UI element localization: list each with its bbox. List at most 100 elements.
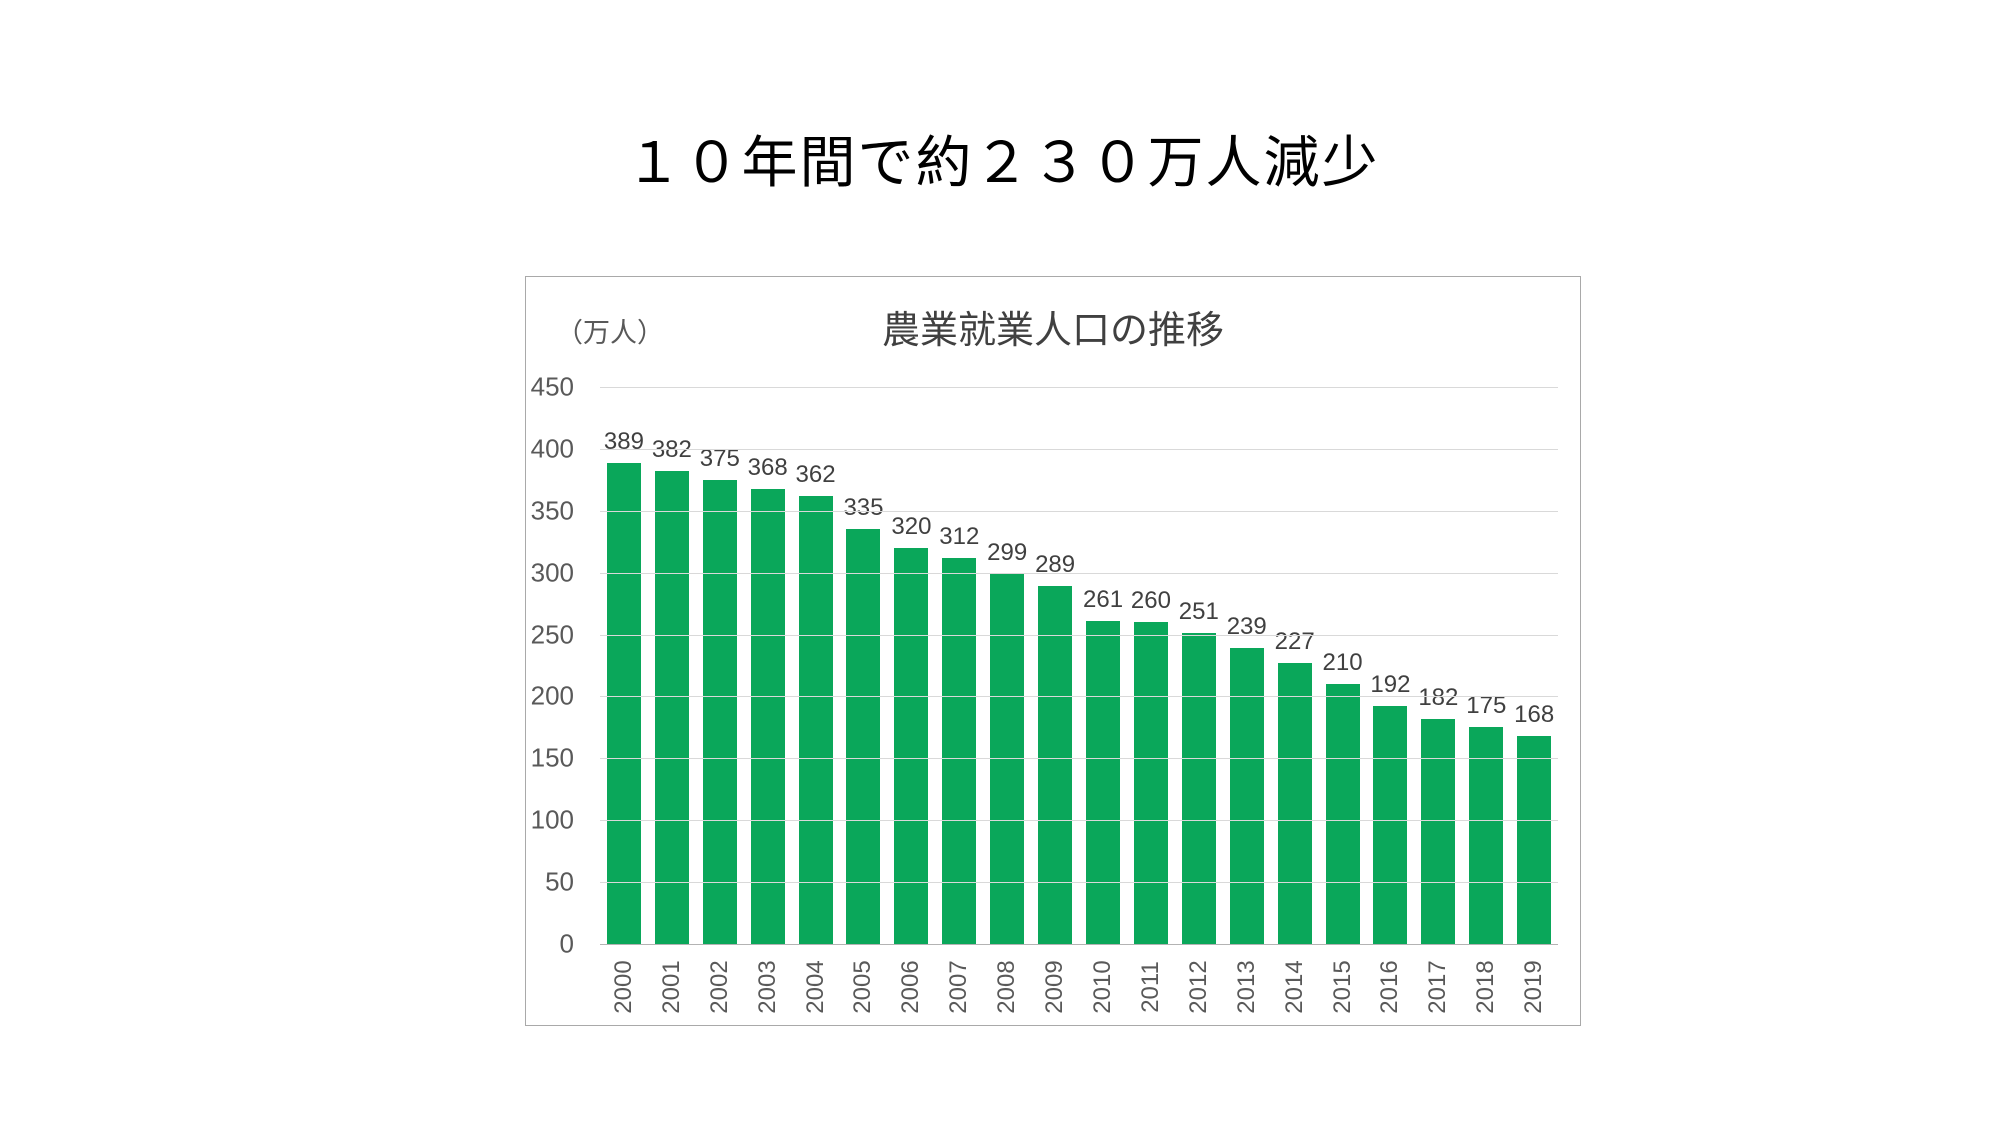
bar-value-label-2009: 289	[1035, 551, 1076, 579]
bar-value-label-2010: 261	[1082, 585, 1124, 613]
y-tick-label-450: 450	[530, 371, 574, 402]
x-tick-2002: 2002	[696, 951, 744, 1027]
x-tick-label-2000: 2000	[609, 960, 637, 1014]
x-tick-label-2019: 2019	[1520, 960, 1548, 1014]
x-tick-label-2014: 2014	[1280, 960, 1308, 1014]
x-tick-label-2006: 2006	[897, 960, 925, 1014]
y-tick-label-300: 300	[530, 557, 574, 588]
y-tick-label-350: 350	[530, 495, 574, 526]
bar-value-label-2001: 382	[651, 436, 692, 464]
bar-2006	[894, 547, 929, 944]
bar-2012	[1181, 633, 1216, 944]
x-tick-2015: 2015	[1319, 951, 1367, 1027]
bar-value-label-2006: 320	[891, 512, 932, 540]
bar-slot-2009: 289	[1031, 387, 1079, 944]
x-tick-label-2010: 2010	[1089, 960, 1117, 1014]
slide-headline: １０年間で約２３０万人減少	[625, 131, 1380, 194]
x-tick-2004: 2004	[792, 951, 840, 1027]
bar-value-label-2007: 312	[939, 522, 980, 550]
x-tick-2014: 2014	[1271, 951, 1319, 1027]
bar-value-label-2013: 239	[1226, 613, 1267, 641]
bar-value-label-2016: 192	[1370, 671, 1411, 699]
bar-slot-2001: 382	[648, 387, 696, 944]
bar-slot-2014: 227	[1271, 387, 1319, 944]
bar-2009	[1038, 586, 1073, 944]
x-tick-2019: 2019	[1510, 951, 1558, 1027]
chart-title: 農業就業人口の推移	[881, 310, 1224, 352]
x-tick-2017: 2017	[1414, 951, 1462, 1027]
x-axis: 2000 2001 2002 2003 2004 2005 2006 2007 2008 2009…	[600, 951, 1558, 1027]
x-tick-2006: 2006	[887, 951, 935, 1027]
bar-value-label-2014: 227	[1274, 628, 1315, 656]
y-axis-unit-label: （万人）	[556, 318, 664, 348]
bar-2011	[1133, 622, 1168, 944]
x-tick-label-2013: 2013	[1232, 960, 1260, 1014]
gridline-300	[600, 572, 1558, 574]
bar-slot-2012: 251	[1175, 387, 1223, 944]
bar-2010	[1086, 620, 1121, 944]
bar-2013	[1229, 648, 1264, 944]
x-tick-label-2009: 2009	[1041, 960, 1069, 1014]
y-tick-label-200: 200	[530, 680, 574, 711]
x-tick-label-2003: 2003	[753, 960, 781, 1014]
gridline-50	[600, 882, 1558, 884]
y-tick-label-0: 0	[559, 928, 574, 959]
x-tick-2000: 2000	[600, 951, 648, 1027]
gridline-100	[600, 820, 1558, 822]
x-tick-2012: 2012	[1175, 951, 1223, 1027]
bar-2001	[654, 471, 689, 944]
bar-slot-2016: 192	[1367, 387, 1415, 944]
bar-slot-2013: 239	[1223, 387, 1271, 944]
x-tick-2018: 2018	[1462, 951, 1510, 1027]
x-tick-2005: 2005	[840, 951, 888, 1027]
x-tick-label-2007: 2007	[945, 960, 973, 1014]
bar-2004	[798, 495, 833, 944]
bar-slot-2004: 362	[792, 387, 840, 944]
bar-slot-2006: 320	[887, 387, 935, 944]
x-tick-2009: 2009	[1031, 951, 1079, 1027]
bar-slot-2017: 182	[1414, 387, 1462, 944]
bar-slot-2005: 335	[840, 387, 888, 944]
y-tick-label-400: 400	[530, 433, 574, 464]
plot-area: 389 382 375 368 362 335 320 312 299 289 261 260 251 2…	[600, 387, 1558, 945]
x-tick-label-2008: 2008	[993, 960, 1021, 1014]
x-tick-label-2012: 2012	[1184, 960, 1212, 1014]
x-tick-label-2011: 2011	[1136, 961, 1164, 1013]
bar-slot-2010: 261	[1079, 387, 1127, 944]
bar-slot-2002: 375	[696, 387, 744, 944]
x-axis-line	[600, 944, 1558, 945]
x-tick-label-2016: 2016	[1376, 960, 1404, 1014]
bar-slot-2015: 210	[1319, 387, 1367, 944]
bar-value-label-2011: 260	[1130, 587, 1171, 615]
x-tick-label-2005: 2005	[849, 960, 877, 1014]
bar-2005	[846, 529, 881, 944]
gridline-150	[600, 758, 1558, 760]
x-tick-label-2004: 2004	[801, 960, 829, 1014]
x-tick-2010: 2010	[1079, 951, 1127, 1027]
bar-2002	[702, 479, 737, 944]
bar-2003	[750, 488, 785, 944]
y-axis: 450 400 350 300 250 200 150 100 50 0	[526, 372, 584, 959]
bar-2014	[1277, 663, 1312, 944]
gridline-400	[600, 448, 1558, 450]
bar-value-label-2003: 368	[747, 453, 788, 481]
bar-value-label-2012: 251	[1178, 598, 1219, 626]
y-tick-label-250: 250	[530, 619, 574, 650]
y-tick-label-100: 100	[530, 804, 574, 835]
gridline-250	[600, 634, 1558, 636]
bar-2018	[1469, 727, 1504, 944]
bar-2015	[1325, 684, 1360, 944]
x-tick-label-2002: 2002	[705, 960, 733, 1014]
y-tick-label-50: 50	[545, 866, 574, 897]
x-tick-label-2018: 2018	[1472, 960, 1500, 1014]
bar-2019	[1517, 736, 1552, 944]
bar-value-label-2008: 299	[987, 538, 1028, 566]
bar-value-label-2015: 210	[1322, 649, 1363, 677]
bar-value-label-2004: 362	[795, 460, 836, 488]
x-tick-2008: 2008	[983, 951, 1031, 1027]
bar-value-label-2019: 168	[1514, 701, 1555, 729]
bar-slot-2018: 175	[1462, 387, 1510, 944]
bar-value-label-2017: 182	[1418, 683, 1459, 711]
gridline-200	[600, 696, 1558, 698]
